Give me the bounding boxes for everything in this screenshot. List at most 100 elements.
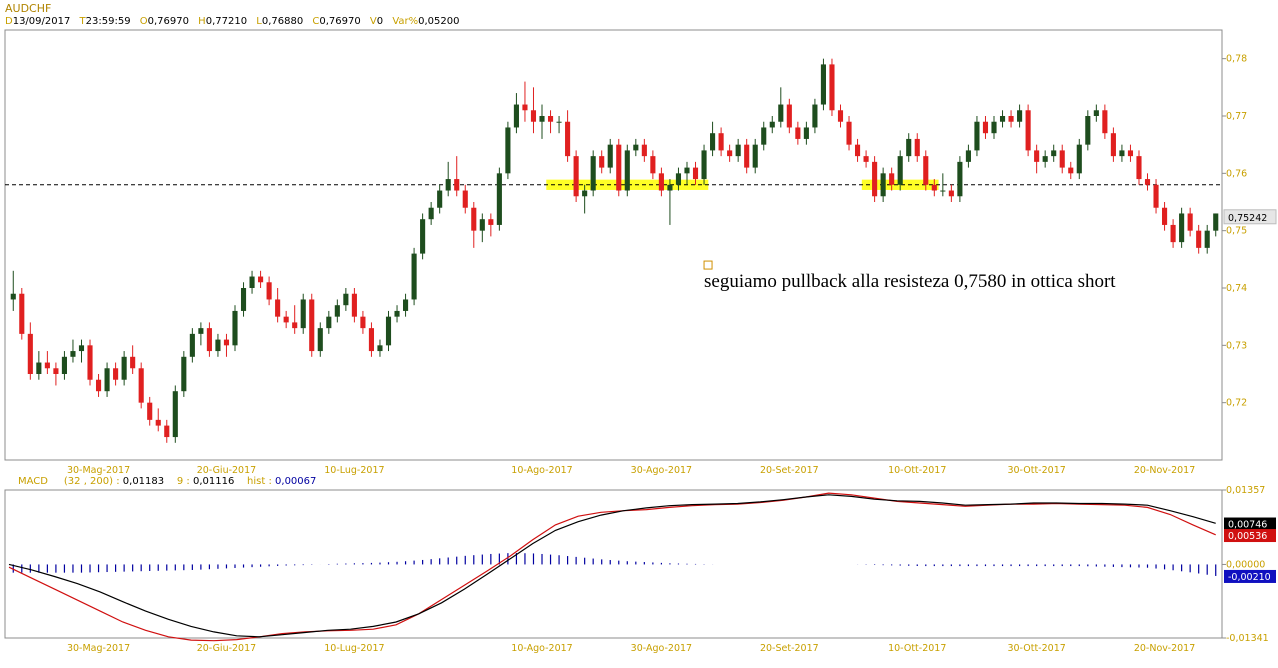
candle xyxy=(727,144,733,162)
candle xyxy=(999,110,1006,128)
candle-body xyxy=(675,173,682,185)
candle xyxy=(206,322,212,357)
candle-body xyxy=(667,184,673,191)
time-label: T xyxy=(79,16,86,27)
candle xyxy=(522,81,528,122)
candle-body xyxy=(633,144,639,151)
candle xyxy=(44,351,50,374)
candle-body xyxy=(1076,144,1082,174)
candle xyxy=(769,116,775,134)
last-price-label: 0,75242 xyxy=(1228,213,1267,224)
candle xyxy=(513,93,519,134)
candle-body xyxy=(138,368,144,403)
candle-body xyxy=(19,293,25,334)
candle xyxy=(633,138,639,157)
candle xyxy=(667,179,673,225)
candle-body xyxy=(36,362,42,374)
candle xyxy=(258,270,264,288)
candle-body xyxy=(164,425,170,438)
candle-body xyxy=(872,161,878,197)
candle-body xyxy=(752,144,758,168)
candle xyxy=(761,121,767,151)
candle-body xyxy=(78,345,85,352)
candle-body xyxy=(206,328,212,352)
candle-body xyxy=(846,121,852,145)
candle xyxy=(377,339,383,357)
candle-body xyxy=(189,333,195,357)
candle xyxy=(232,305,238,352)
candle-body xyxy=(556,121,562,123)
candle xyxy=(113,362,119,386)
candle xyxy=(846,116,852,151)
candle xyxy=(1136,150,1142,185)
candle xyxy=(496,167,502,231)
candle xyxy=(778,87,784,128)
candle-body xyxy=(1213,213,1219,231)
candle xyxy=(462,184,468,214)
candle xyxy=(1153,179,1159,214)
candle xyxy=(309,293,315,357)
candle-body xyxy=(624,150,630,191)
candle-body xyxy=(658,173,664,191)
candle-body xyxy=(232,310,238,346)
price-tick-label: 0,75 xyxy=(1226,226,1247,237)
macd-line xyxy=(8,494,1216,638)
candle xyxy=(87,339,93,386)
candle xyxy=(624,144,630,197)
candle-body xyxy=(215,339,221,352)
candle-body xyxy=(650,156,656,174)
candle xyxy=(445,161,451,197)
candle-body xyxy=(1051,150,1057,157)
date-value: 13/09/2017 xyxy=(12,16,71,27)
candle xyxy=(1110,127,1116,162)
candle xyxy=(1085,110,1091,151)
price-tick-label: 0,76 xyxy=(1226,168,1247,179)
candle-body xyxy=(283,316,289,323)
chart-symbol: AUDCHF xyxy=(5,2,52,15)
candle xyxy=(863,150,869,168)
candle xyxy=(1076,138,1082,180)
macd-last-macd-box xyxy=(1224,517,1276,531)
candle-body xyxy=(812,104,818,128)
candle-body xyxy=(692,167,699,180)
candle xyxy=(1017,104,1023,128)
candle-body xyxy=(513,104,519,128)
candle-body xyxy=(1110,133,1116,157)
candle xyxy=(215,333,221,357)
candle xyxy=(1059,144,1065,174)
candle-body xyxy=(343,293,349,306)
candle xyxy=(931,179,937,197)
candle-body xyxy=(147,402,153,420)
candle-body xyxy=(1136,156,1142,180)
date-tick-label: 30-Ago-2017 xyxy=(631,465,692,476)
candle-body xyxy=(948,190,954,197)
macd-date-tick-label: 10-Ago-2017 xyxy=(511,643,572,654)
candle-body xyxy=(999,116,1006,122)
candle-body xyxy=(889,173,895,185)
candle-body xyxy=(1196,230,1202,248)
price-tick-label: 0,73 xyxy=(1226,340,1247,351)
candle xyxy=(198,322,204,346)
candle-body xyxy=(61,356,67,374)
candle xyxy=(1127,144,1134,162)
candle-body xyxy=(974,121,980,151)
candle-body xyxy=(479,219,485,231)
candle xyxy=(556,116,562,134)
candle-body xyxy=(275,299,281,317)
candle xyxy=(991,116,997,139)
candle-body xyxy=(565,121,571,157)
candle xyxy=(147,396,153,426)
candle xyxy=(1102,104,1108,139)
date-tick-label: 10-Ago-2017 xyxy=(511,465,572,476)
hist-label: hist xyxy=(247,476,266,487)
macd-last-hist-box xyxy=(1224,569,1276,583)
candle xyxy=(351,288,357,323)
candle-body xyxy=(906,138,912,157)
candle xyxy=(1093,104,1099,122)
candle-body xyxy=(496,173,502,225)
last-price-box xyxy=(1223,209,1277,225)
date-tick-label: 30-Mag-2017 xyxy=(67,465,130,476)
candle xyxy=(1187,207,1193,237)
var-label: Var% xyxy=(392,16,419,27)
